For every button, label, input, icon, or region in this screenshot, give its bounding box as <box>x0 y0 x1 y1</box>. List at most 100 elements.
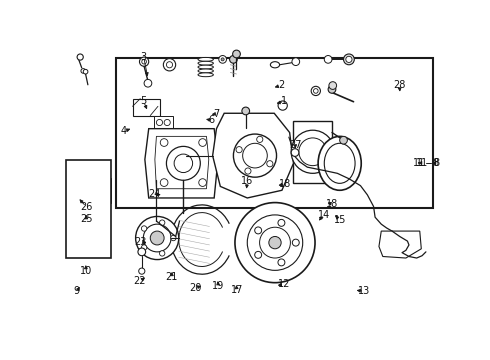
Text: 28: 28 <box>393 80 406 90</box>
Circle shape <box>247 215 303 270</box>
Text: 13: 13 <box>358 286 370 296</box>
Text: 15: 15 <box>334 215 346 225</box>
Circle shape <box>242 107 249 115</box>
Circle shape <box>260 227 291 258</box>
Circle shape <box>142 226 147 231</box>
Text: 8: 8 <box>432 158 439 168</box>
Circle shape <box>233 50 241 58</box>
Text: 26: 26 <box>80 202 93 212</box>
Circle shape <box>167 147 200 180</box>
Ellipse shape <box>270 62 280 68</box>
Circle shape <box>159 251 165 256</box>
Circle shape <box>199 179 206 186</box>
Text: 7: 7 <box>213 109 219 119</box>
Circle shape <box>138 248 146 256</box>
Ellipse shape <box>324 143 355 183</box>
Circle shape <box>77 54 83 60</box>
Ellipse shape <box>318 136 361 190</box>
Polygon shape <box>145 129 218 198</box>
Circle shape <box>343 54 354 65</box>
Text: 24: 24 <box>149 189 161 199</box>
Circle shape <box>142 245 147 250</box>
Circle shape <box>243 143 268 168</box>
Circle shape <box>140 57 149 66</box>
Ellipse shape <box>198 69 214 73</box>
Ellipse shape <box>198 65 214 69</box>
Circle shape <box>83 69 88 74</box>
Bar <box>294 121 332 183</box>
Circle shape <box>221 58 224 61</box>
Circle shape <box>150 231 164 245</box>
Circle shape <box>291 130 334 173</box>
Text: 10: 10 <box>80 266 92 275</box>
Text: 12: 12 <box>278 279 290 289</box>
Circle shape <box>136 216 179 260</box>
Circle shape <box>235 203 315 283</box>
Circle shape <box>292 58 300 66</box>
Text: 27: 27 <box>289 140 301 150</box>
Text: 5: 5 <box>141 96 147 107</box>
Circle shape <box>293 239 299 246</box>
Text: 17: 17 <box>231 285 243 295</box>
Bar <box>117 58 433 208</box>
Bar <box>132 99 160 116</box>
Text: 9: 9 <box>74 286 80 296</box>
Circle shape <box>156 120 163 126</box>
Polygon shape <box>75 215 109 237</box>
Text: 3: 3 <box>141 51 147 62</box>
Text: 14: 14 <box>318 210 330 220</box>
Text: 19: 19 <box>212 281 224 291</box>
Circle shape <box>81 69 86 73</box>
Text: 2: 2 <box>278 80 284 90</box>
Circle shape <box>278 101 287 110</box>
Circle shape <box>236 147 242 153</box>
Text: 18: 18 <box>279 179 291 189</box>
Circle shape <box>311 86 320 95</box>
Bar <box>154 116 172 129</box>
Circle shape <box>143 224 171 252</box>
Text: 6: 6 <box>208 115 215 125</box>
Text: 25: 25 <box>80 214 93 224</box>
Circle shape <box>314 89 318 93</box>
Ellipse shape <box>198 73 214 77</box>
Circle shape <box>160 139 168 147</box>
Text: 4: 4 <box>121 126 127 136</box>
Circle shape <box>255 227 262 234</box>
Text: 18: 18 <box>326 199 339 209</box>
Ellipse shape <box>198 58 214 61</box>
Text: 21: 21 <box>166 273 178 283</box>
Circle shape <box>245 168 251 174</box>
Circle shape <box>199 139 206 147</box>
Circle shape <box>257 136 263 143</box>
Circle shape <box>159 220 165 225</box>
Circle shape <box>299 138 326 166</box>
Circle shape <box>142 59 147 64</box>
Text: 8: 8 <box>433 158 439 168</box>
Circle shape <box>233 134 276 177</box>
Text: 1: 1 <box>281 96 288 107</box>
Circle shape <box>144 80 152 87</box>
Circle shape <box>164 120 171 126</box>
Polygon shape <box>213 113 294 198</box>
Circle shape <box>267 161 273 167</box>
Polygon shape <box>80 178 111 203</box>
Circle shape <box>340 136 347 144</box>
Polygon shape <box>155 136 209 189</box>
Bar <box>66 159 111 258</box>
Circle shape <box>255 251 262 258</box>
Circle shape <box>346 56 352 62</box>
Circle shape <box>291 149 299 156</box>
Circle shape <box>163 59 175 71</box>
Text: 20: 20 <box>190 283 202 293</box>
Polygon shape <box>379 231 421 258</box>
Circle shape <box>139 268 145 274</box>
Circle shape <box>219 55 226 63</box>
Text: 23: 23 <box>134 237 147 247</box>
Circle shape <box>278 259 285 266</box>
Circle shape <box>229 55 237 63</box>
Circle shape <box>329 82 337 89</box>
Circle shape <box>269 237 281 249</box>
Text: 16: 16 <box>241 176 253 186</box>
Circle shape <box>174 154 193 172</box>
Polygon shape <box>75 180 109 207</box>
